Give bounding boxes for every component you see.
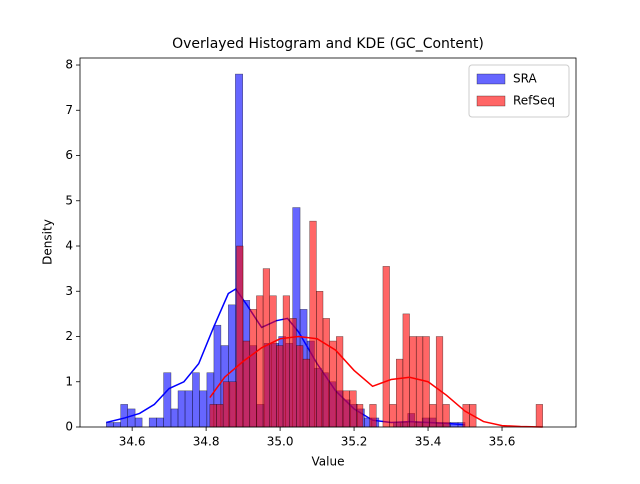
histogram-bar bbox=[222, 381, 231, 428]
histogram-bar bbox=[256, 295, 264, 428]
histogram-bar bbox=[236, 245, 244, 428]
histogram-bar bbox=[282, 295, 290, 428]
histogram-bar bbox=[349, 390, 357, 428]
histogram-bar bbox=[382, 266, 390, 428]
y-tick-label: 8 bbox=[65, 58, 73, 72]
chart-title: Overlayed Histogram and KDE (GC_Content) bbox=[172, 36, 484, 52]
legend-label: RefSeq bbox=[513, 94, 555, 108]
histogram-bar bbox=[535, 404, 543, 428]
histogram-bar bbox=[296, 345, 304, 428]
histogram-bar bbox=[342, 390, 350, 428]
histogram-bar bbox=[429, 404, 437, 428]
y-tick-label: 1 bbox=[65, 374, 73, 388]
histogram-bar bbox=[322, 318, 330, 428]
histogram-bar bbox=[435, 336, 444, 428]
histogram-bar bbox=[209, 404, 217, 428]
histogram-bar bbox=[134, 417, 143, 428]
plot-frame bbox=[79, 57, 577, 428]
y-tick-label: 7 bbox=[65, 103, 73, 117]
histogram-bar bbox=[242, 340, 251, 428]
histogram-bar bbox=[216, 404, 224, 428]
histogram-bar bbox=[309, 220, 317, 428]
legend-label: SRA bbox=[513, 72, 537, 86]
histogram-bar bbox=[462, 404, 470, 428]
y-tick-label: 0 bbox=[65, 420, 73, 434]
x-tick-label: 35.0 bbox=[267, 435, 294, 449]
y-tick-label: 3 bbox=[65, 284, 73, 298]
histogram-bar bbox=[276, 345, 284, 428]
histogram-bar bbox=[113, 422, 121, 428]
histogram-bar bbox=[289, 318, 297, 428]
histogram-bar bbox=[262, 268, 270, 428]
y-tick-label: 6 bbox=[65, 148, 73, 162]
x-tick-label: 34.8 bbox=[193, 435, 220, 449]
histogram-bar bbox=[329, 340, 337, 428]
histogram-bar bbox=[415, 336, 424, 428]
x-tick-label: 35.2 bbox=[341, 435, 368, 449]
histogram-bar bbox=[192, 372, 200, 428]
x-axis-label: Value bbox=[312, 455, 345, 469]
histogram-bar bbox=[184, 390, 193, 428]
histogram-bar bbox=[249, 309, 257, 428]
histogram-bar bbox=[106, 422, 114, 428]
histogram-bar bbox=[409, 336, 417, 428]
y-tick-label: 5 bbox=[65, 193, 73, 207]
histogram-bar bbox=[356, 404, 364, 428]
histogram-bar bbox=[127, 408, 136, 428]
legend-swatch bbox=[476, 95, 506, 107]
legend-swatch bbox=[476, 73, 506, 85]
histogram-bar bbox=[402, 313, 410, 428]
histogram-bar bbox=[395, 358, 404, 428]
histogram-bar bbox=[302, 358, 310, 428]
x-tick-label: 35.4 bbox=[415, 435, 442, 449]
histogram-bar bbox=[120, 404, 128, 428]
histogram-bar bbox=[389, 404, 397, 428]
histogram-bar bbox=[199, 390, 208, 428]
histogram-bar bbox=[369, 404, 377, 428]
histogram-bar bbox=[336, 336, 344, 428]
histogram-bar bbox=[177, 390, 186, 428]
histogram-bar bbox=[442, 404, 450, 428]
histogram-bar bbox=[156, 417, 164, 428]
x-tick-label: 34.6 bbox=[119, 435, 146, 449]
histogram-bar bbox=[170, 408, 179, 428]
kde-line bbox=[209, 335, 543, 428]
histogram-bar bbox=[148, 417, 157, 428]
histogram-bar bbox=[163, 372, 172, 428]
histogram-bar bbox=[269, 295, 277, 428]
y-tick-label: 4 bbox=[65, 239, 73, 253]
x-tick-label: 35.6 bbox=[489, 435, 516, 449]
histogram-bar bbox=[229, 381, 237, 428]
y-tick-label: 2 bbox=[65, 329, 73, 343]
histogram-bar bbox=[316, 291, 324, 428]
y-axis-label: Density bbox=[41, 219, 55, 265]
